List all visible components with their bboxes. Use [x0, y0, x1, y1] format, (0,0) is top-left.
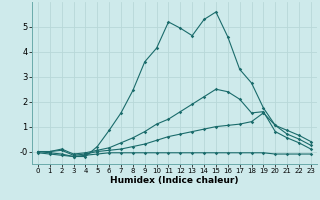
- X-axis label: Humidex (Indice chaleur): Humidex (Indice chaleur): [110, 176, 239, 185]
